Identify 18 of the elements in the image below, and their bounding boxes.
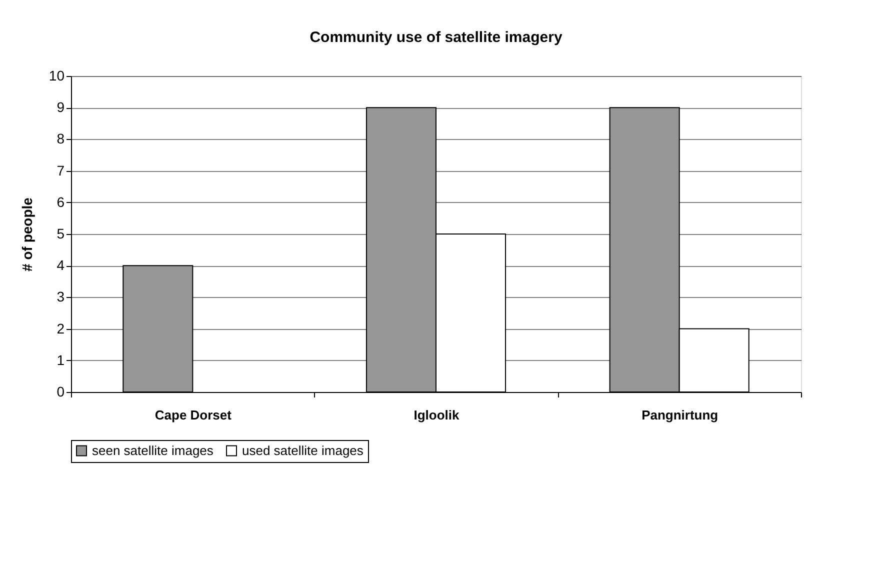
y-tick-label: 1 <box>56 352 65 368</box>
y-tick-label: 3 <box>56 288 65 305</box>
y-axis-title: # of people <box>18 197 35 272</box>
y-tick-label: 4 <box>56 257 65 274</box>
x-tick-label: Igloolik <box>414 408 460 422</box>
y-tick-label: 7 <box>56 162 65 178</box>
legend-label: seen satellite images <box>92 442 214 458</box>
x-tick-label: Cape Dorset <box>154 408 232 422</box>
y-tick-label: 9 <box>56 99 65 116</box>
y-tick-label: 6 <box>56 194 65 210</box>
chart-title: Community use of satellite imagery <box>310 29 563 46</box>
y-tick-label: 8 <box>56 130 65 147</box>
y-tick-label: 0 <box>56 384 65 400</box>
legend-label: used satellite images <box>242 442 364 458</box>
y-tick-label: 2 <box>56 320 65 336</box>
y-tick-label: 10 <box>48 68 65 84</box>
y-tick-label: 5 <box>56 226 65 242</box>
x-tick-label: Pangnirtung <box>642 408 718 422</box>
